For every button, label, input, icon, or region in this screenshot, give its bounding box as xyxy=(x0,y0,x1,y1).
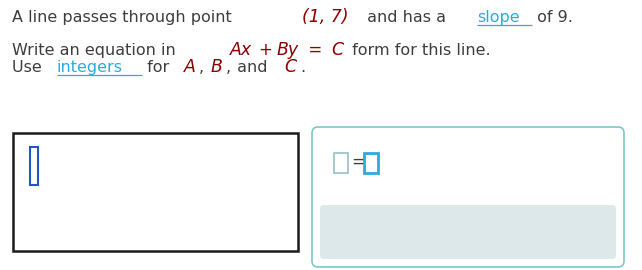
Text: Ax: Ax xyxy=(230,41,252,59)
Text: Write an equation in: Write an equation in xyxy=(12,43,181,58)
Text: ↺: ↺ xyxy=(493,226,508,245)
Text: ,: , xyxy=(225,60,230,75)
Text: and: and xyxy=(232,60,273,75)
Text: =: = xyxy=(305,41,325,59)
Text: ×: × xyxy=(388,227,403,245)
Text: Use: Use xyxy=(12,60,47,75)
Text: =: = xyxy=(351,153,365,171)
Text: of 9.: of 9. xyxy=(532,10,573,25)
FancyBboxPatch shape xyxy=(334,153,348,173)
Text: +: + xyxy=(259,41,272,59)
Text: C: C xyxy=(284,58,297,76)
Text: form for this line.: form for this line. xyxy=(347,43,490,58)
FancyBboxPatch shape xyxy=(13,133,298,251)
Text: ,: , xyxy=(199,60,207,75)
Text: integers: integers xyxy=(57,60,123,75)
Text: By: By xyxy=(276,41,299,59)
FancyBboxPatch shape xyxy=(312,127,624,267)
Text: B: B xyxy=(210,58,222,76)
Text: and has a: and has a xyxy=(362,10,451,25)
Text: (1, 7): (1, 7) xyxy=(302,8,349,26)
FancyBboxPatch shape xyxy=(364,153,378,173)
FancyBboxPatch shape xyxy=(320,205,616,259)
FancyBboxPatch shape xyxy=(30,147,38,185)
Text: A: A xyxy=(184,58,196,76)
Text: A line passes through point: A line passes through point xyxy=(12,10,237,25)
Text: slope: slope xyxy=(477,10,520,25)
Text: for: for xyxy=(142,60,175,75)
Text: C: C xyxy=(331,41,343,59)
Text: .: . xyxy=(300,60,305,75)
